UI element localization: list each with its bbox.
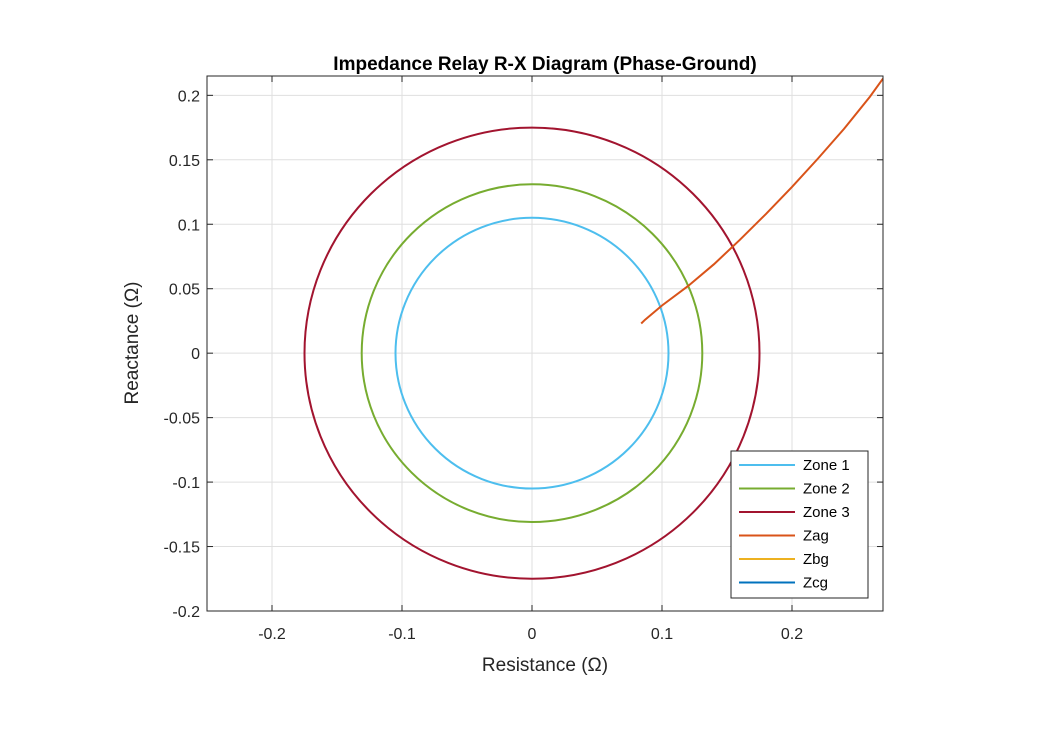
x-tick-label: -0.2 — [258, 626, 286, 643]
legend: Zone 1 Zone 2 Zone 3 Zag Zbg Zcg — [730, 450, 869, 599]
series-zone-2 — [360, 183, 704, 524]
x-tick-label: -0.1 — [388, 626, 416, 643]
x-tick-label: 0.1 — [651, 626, 673, 643]
series-zone-3 — [303, 126, 761, 580]
plot-frame — [206, 75, 884, 612]
legend-label-zone-1: Zone 1 — [803, 457, 850, 474]
grid — [207, 76, 883, 612]
x-tick-label: 0 — [528, 626, 537, 643]
y-tick-label: -0.2 — [172, 604, 200, 621]
y-tick-label: -0.05 — [164, 411, 201, 428]
y-tick-label: 0.05 — [169, 282, 200, 299]
legend-label-zcg: Zcg — [803, 575, 828, 592]
series-zone-1 — [394, 216, 670, 490]
y-axis-label: Reactance (Ω) — [122, 282, 143, 405]
legend-label-zone-2: Zone 2 — [803, 481, 850, 498]
legend-label-zag: Zag — [803, 528, 829, 545]
y-tick-label: 0.1 — [178, 217, 200, 234]
y-tick-label: 0.15 — [169, 153, 200, 170]
y-tick-label: 0.2 — [178, 88, 200, 105]
x-axis-label: Resistance (Ω) — [482, 655, 608, 676]
x-tick-label: 0.2 — [781, 626, 803, 643]
y-tick-label: -0.15 — [164, 540, 201, 557]
chart-title: Impedance Relay R-X Diagram (Phase-Groun… — [333, 54, 756, 75]
legend-label-zbg: Zbg — [803, 551, 829, 568]
y-tick-label: 0 — [191, 346, 200, 363]
y-tick-label: -0.1 — [172, 475, 200, 492]
axis-ticks: -0.2 -0.1 0 0.1 0.2 -0.2 -0.15 -0.1 -0.05 0 0.05 0.… — [164, 76, 883, 643]
series-layer — [303, 78, 883, 580]
legend-box — [730, 450, 869, 599]
legend-label-zone-3: Zone 3 — [803, 504, 850, 521]
series-zag — [640, 78, 883, 325]
